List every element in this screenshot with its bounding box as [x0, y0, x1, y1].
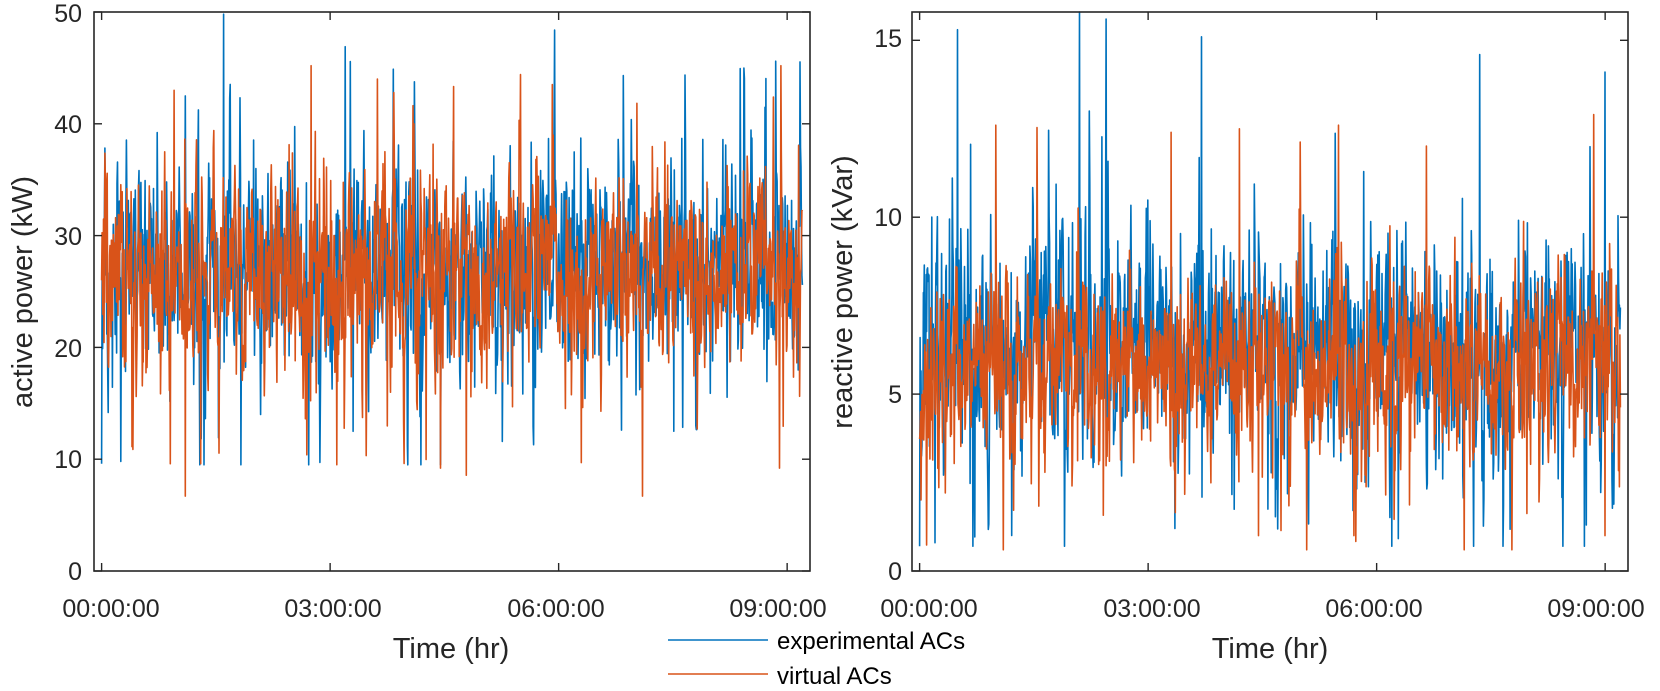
legend-background	[662, 624, 907, 691]
left-y-tick-labels: 0 10 20 30 40 50	[54, 0, 82, 586]
right-chart-frame	[911, 11, 1629, 572]
right-y-tick-labels: 0 5 10 15	[874, 25, 902, 586]
left-y-tick-label: 10	[54, 446, 82, 474]
right-x-tick-label: 03:00:00	[1103, 595, 1200, 623]
right-x-tick-label: 06:00:00	[1325, 595, 1422, 623]
left-y-tick-label: 30	[54, 223, 82, 251]
legend-label-virtual: virtual ACs	[777, 663, 892, 690]
right-x-tick-label: 09:00:00	[1547, 595, 1644, 623]
left-y-tick-label: 40	[54, 111, 82, 139]
left-chart-series-layer	[100, 13, 804, 497]
left-chart-frame	[93, 11, 811, 572]
left-y-tick-label: 0	[68, 558, 82, 586]
right-y-tick-label: 10	[874, 204, 902, 232]
right-chart-series-layer	[918, 11, 1622, 551]
left-x-tick-label: 09:00:00	[729, 595, 826, 623]
left-x-axis-title: Time (hr)	[393, 633, 510, 665]
left-x-tick-label: 06:00:00	[507, 595, 604, 623]
right-y-axis-title: reactive power (kVar)	[827, 155, 859, 428]
right-chart-ticks	[912, 12, 1628, 572]
right-x-tick-labels: 00:00:00 03:00:00 06:00:00 09:00:00	[880, 595, 1644, 623]
right-y-tick-label: 15	[874, 25, 902, 53]
legend-label-experimental: experimental ACs	[777, 628, 965, 655]
legend: experimental ACs virtual ACs	[662, 624, 965, 691]
left-y-axis-title: active power (kW)	[7, 176, 39, 408]
left-y-tick-label: 50	[54, 0, 82, 28]
right-x-axis-title: Time (hr)	[1212, 633, 1329, 665]
right-chart: 00:00:00 03:00:00 06:00:00 09:00:00 0 5 …	[827, 11, 1645, 665]
right-y-tick-label: 0	[888, 558, 902, 586]
left-series-virtual	[100, 64, 804, 497]
left-x-tick-label: 03:00:00	[284, 595, 381, 623]
left-x-tick-label: 00:00:00	[62, 595, 159, 623]
right-y-tick-label: 5	[888, 381, 902, 409]
left-y-tick-label: 20	[54, 335, 82, 363]
left-chart-ticks	[94, 11, 810, 572]
right-series-virtual	[918, 113, 1622, 551]
right-x-tick-label: 00:00:00	[880, 595, 977, 623]
left-x-tick-labels: 00:00:00 03:00:00 06:00:00 09:00:00	[62, 595, 826, 623]
